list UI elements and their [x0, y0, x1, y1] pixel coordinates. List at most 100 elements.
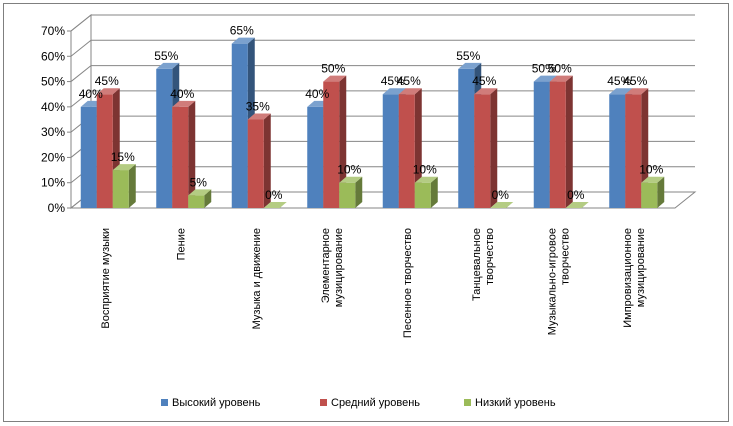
bar	[398, 88, 422, 208]
bar-top	[641, 176, 665, 183]
bar-front	[80, 106, 97, 208]
data-label: 15%	[111, 150, 135, 164]
gridline	[70, 14, 695, 32]
bar-top	[533, 75, 557, 82]
chart-frame: 0% 10% 20% 30% 40% 50% 60% 70% 40% 45% 15% 55% 40% 5…	[3, 3, 729, 422]
data-label: 5%	[190, 175, 208, 189]
bar-front	[323, 81, 340, 208]
bar-front	[247, 119, 264, 208]
bar-top	[323, 75, 347, 82]
bar-front	[156, 68, 173, 208]
legend-item: Высокий уровень	[161, 397, 261, 409]
bar-front	[398, 94, 415, 208]
legend-label: Низкий уровень	[475, 397, 556, 409]
bar-top	[263, 202, 287, 208]
bar-front	[112, 170, 129, 208]
bar-front	[382, 94, 399, 208]
bar-side	[263, 113, 271, 208]
bar-side	[657, 176, 665, 208]
data-label: 50%	[548, 62, 572, 76]
bar-top	[112, 164, 136, 171]
bar-top	[398, 88, 422, 95]
legend-item: Низкий уровень	[464, 397, 556, 409]
bar-front	[231, 43, 248, 209]
bar-top	[609, 88, 633, 95]
y-tick-label: 40%	[41, 100, 65, 114]
bar-top	[247, 113, 271, 120]
x-tick-label: Восприятие музыки	[100, 228, 112, 329]
y-tick-label: 60%	[41, 49, 65, 63]
bar-top	[172, 100, 196, 107]
bar-top	[382, 88, 406, 95]
data-label: 0%	[265, 188, 283, 202]
data-label: 40%	[79, 87, 103, 101]
x-tick-label: Импровизационноемузицирование	[622, 228, 647, 328]
bar-front	[414, 182, 431, 208]
bar	[323, 75, 347, 208]
data-label: 45%	[381, 74, 405, 88]
bar-front	[172, 106, 189, 208]
bar	[112, 164, 136, 208]
data-label: 10%	[413, 163, 437, 177]
bar-front	[458, 68, 475, 208]
bar	[414, 176, 438, 208]
bar-top	[458, 62, 482, 69]
x-tick-label: Танцевальноетворчество	[471, 228, 496, 301]
bar	[549, 75, 573, 208]
bar-front	[549, 81, 566, 208]
bar-top	[474, 88, 498, 95]
bar-front	[625, 94, 642, 208]
bar	[625, 88, 649, 208]
x-tick-label: Элементарноемузицирование	[320, 228, 345, 307]
legend-swatch	[320, 399, 327, 406]
bar-top	[188, 189, 212, 196]
bar-side	[128, 164, 136, 208]
bar-top	[339, 176, 363, 183]
bar-side	[204, 189, 212, 208]
gridline	[70, 39, 695, 57]
legend-item: Средний уровень	[320, 397, 420, 409]
bar-top	[96, 88, 120, 95]
bar-side	[188, 100, 196, 208]
bar-side	[565, 75, 573, 208]
gridline	[70, 65, 695, 82]
bar-side	[414, 88, 422, 208]
y-tick-label: 10%	[41, 176, 65, 190]
bar-front	[474, 94, 491, 208]
x-tick-label: Пение	[175, 228, 187, 260]
bar	[172, 100, 196, 208]
x-tick-label: Песенное творчество	[402, 228, 414, 338]
bar	[247, 113, 271, 208]
data-label: 45%	[472, 74, 496, 88]
data-label: 50%	[321, 62, 345, 76]
legend-swatch	[161, 399, 168, 406]
bar-top	[414, 176, 438, 183]
bar-side	[430, 176, 438, 208]
y-axis: 0% 10% 20% 30% 40% 50% 60% 70%	[41, 24, 71, 215]
legend: Высокий уровень Средний уровень Низкий уро…	[161, 397, 556, 409]
data-label: 40%	[305, 87, 329, 101]
y-tick-label: 30%	[41, 125, 65, 139]
bar	[641, 176, 665, 208]
bar-top	[490, 202, 514, 208]
data-labels: 40%45%15%55%40%5%65%35%0%40%50%10%45%45%…	[79, 24, 664, 202]
bar-side	[641, 88, 649, 208]
data-label: 40%	[170, 87, 194, 101]
data-label: 45%	[95, 74, 119, 88]
bar-front	[188, 195, 205, 208]
bars	[80, 37, 665, 209]
data-label: 0%	[567, 188, 585, 202]
legend-label: Средний уровень	[331, 397, 420, 409]
bar-top	[549, 75, 573, 82]
bar-chart: 0%10%20%30%40%50%60%70% 40%45%15%55%40%5…	[41, 13, 697, 409]
bar-side	[490, 88, 498, 208]
bar-front	[641, 182, 658, 208]
data-label: 45%	[623, 74, 647, 88]
y-tick-label: 20%	[41, 150, 65, 164]
bar	[188, 189, 212, 208]
bar-front	[339, 182, 356, 208]
data-label: 10%	[639, 163, 663, 177]
bar-front	[96, 94, 113, 208]
y-tick-label: 50%	[41, 75, 65, 89]
data-label: 45%	[397, 74, 421, 88]
